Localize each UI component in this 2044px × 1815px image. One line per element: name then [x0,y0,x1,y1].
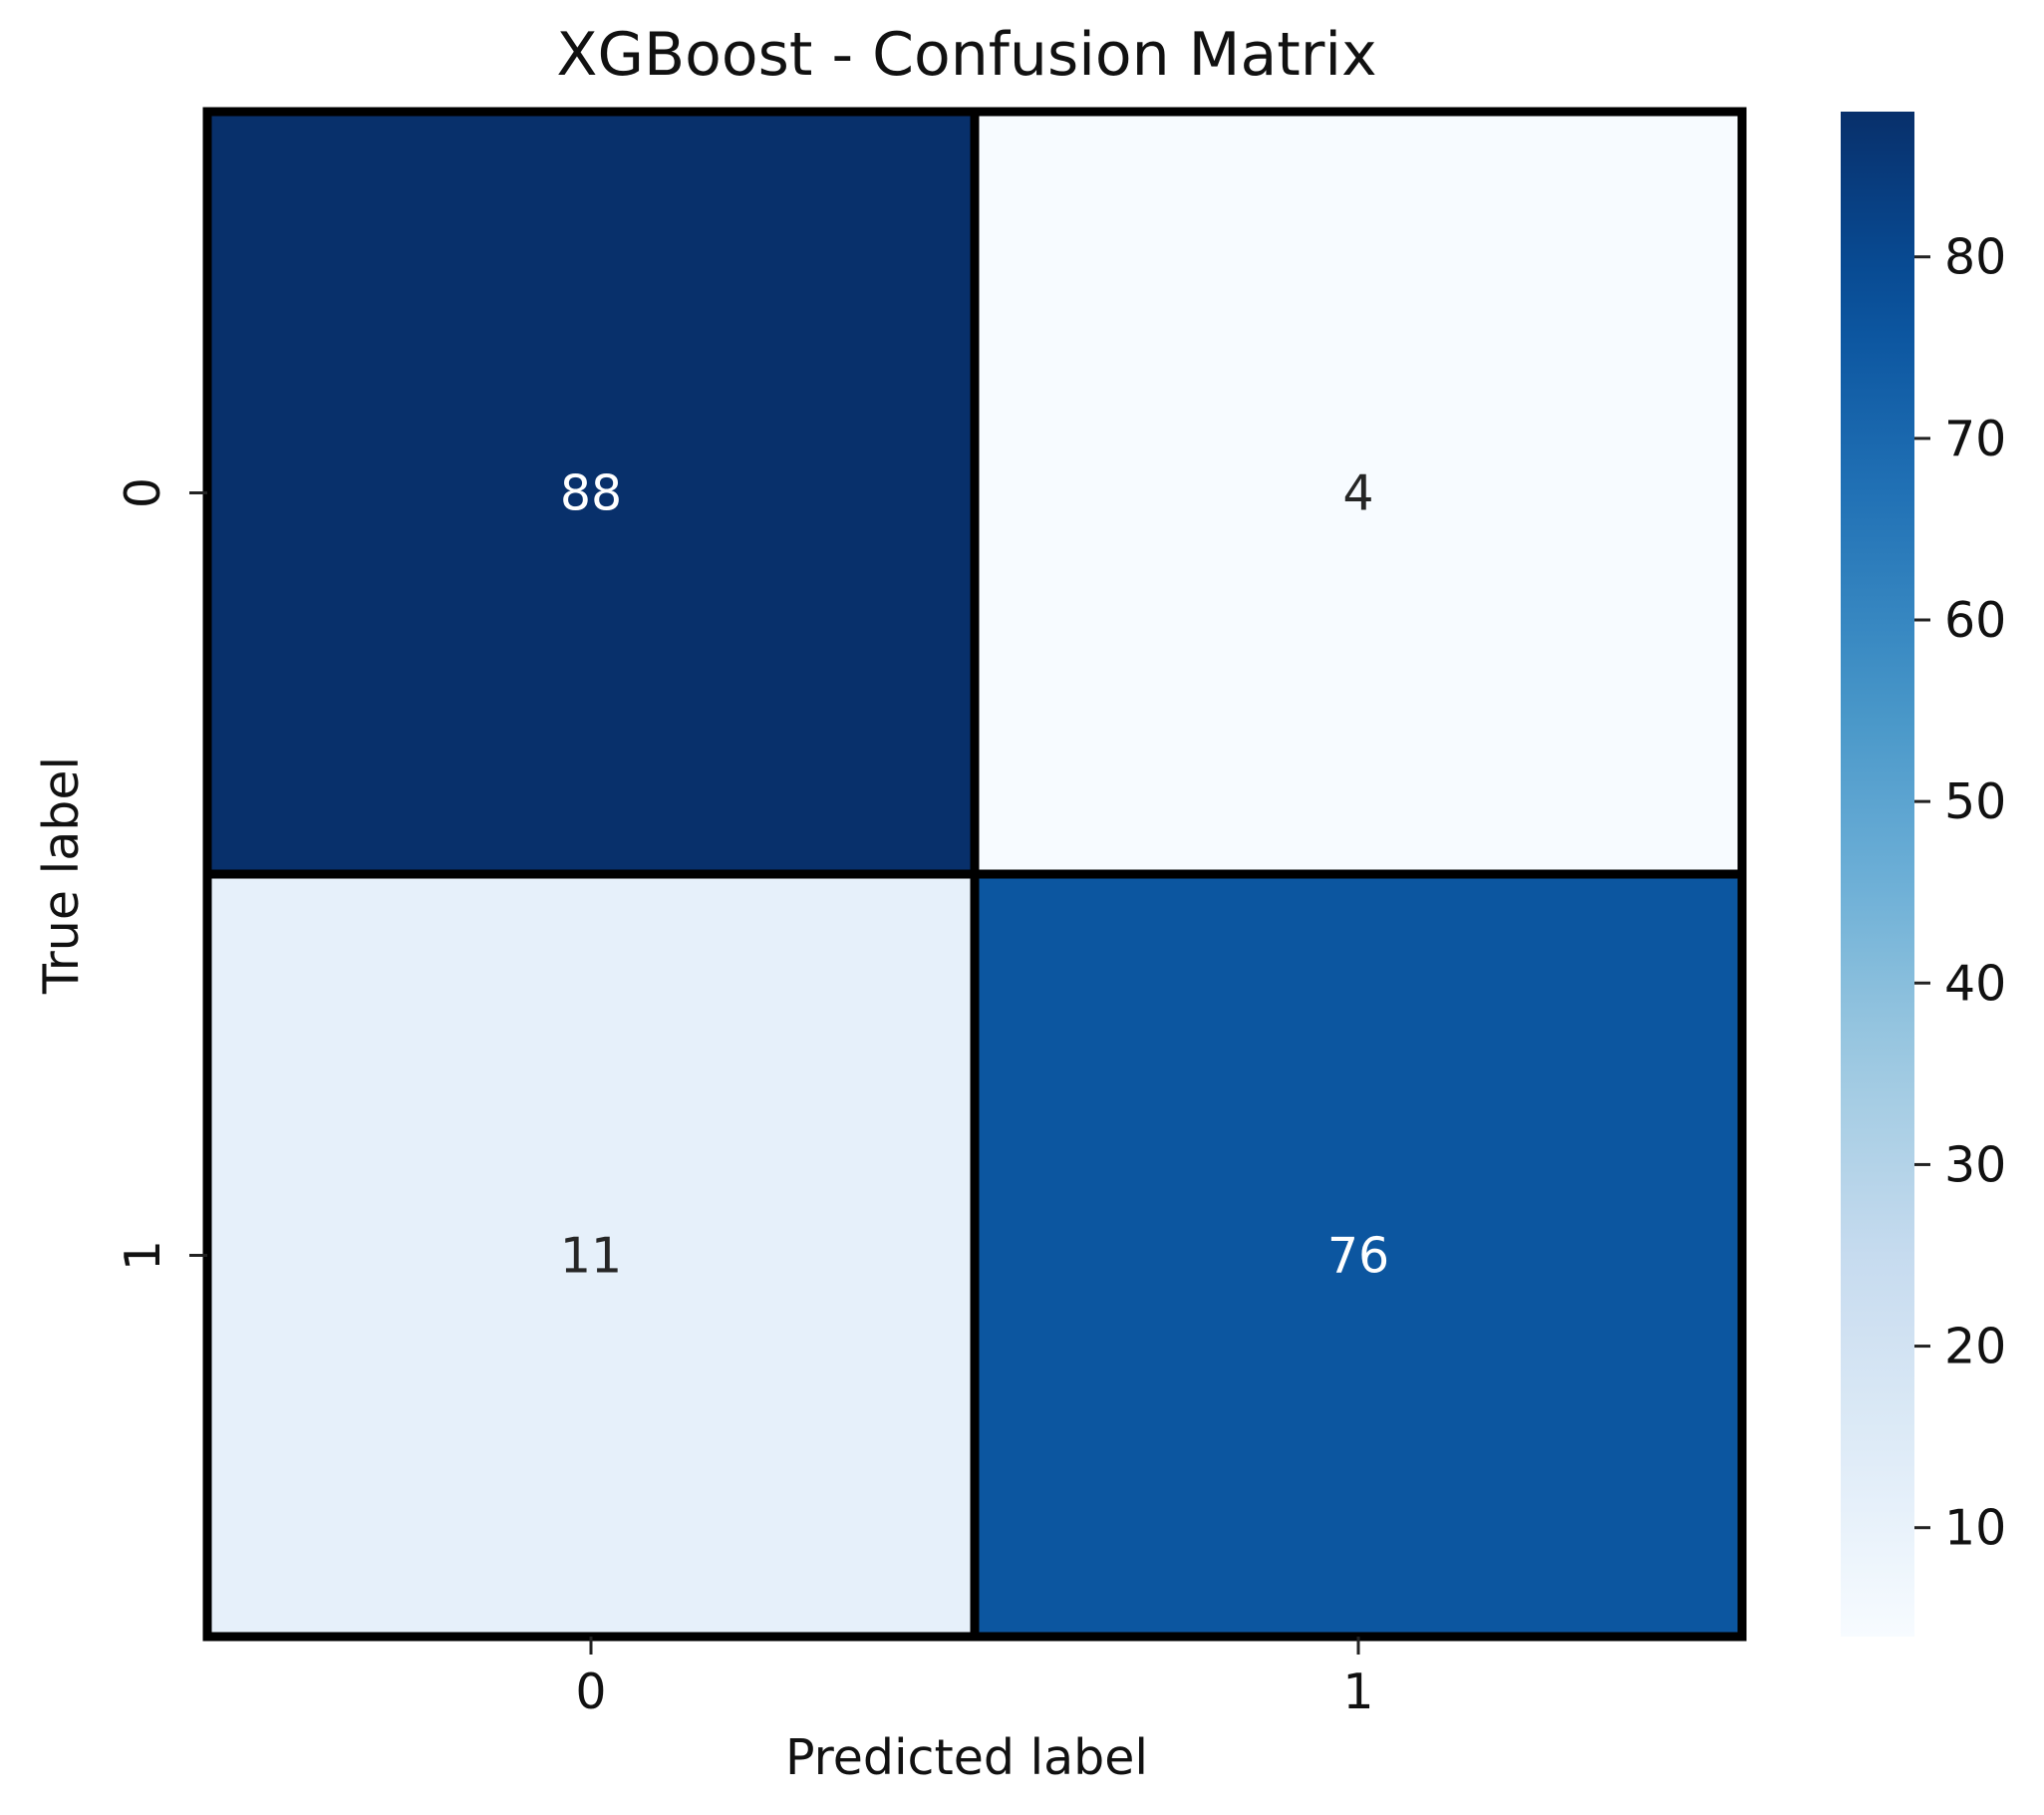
cell-value-label: 11 [560,1228,622,1285]
colorbar-tick-label: 40 [1944,955,2006,1012]
x-tick-label: 1 [1342,1664,1373,1720]
cell-value-label: 88 [560,465,622,522]
y-tick-label: 1 [115,1240,171,1271]
colorbar-tick-label: 80 [1944,229,2006,286]
colorbar-tick-label: 30 [1944,1136,2006,1193]
cell-value-label: 76 [1327,1228,1389,1285]
heatmap-cell [202,107,980,879]
colorbar-tick-label: 60 [1944,592,2006,649]
chart-title: XGBoost - Confusion Matrix [556,20,1376,90]
colorbar: 10 20 30 40 50 60 70 80 [1841,112,2006,1637]
colorbar-tick-label: 70 [1944,411,2006,467]
colorbar-tick-label: 20 [1944,1319,2006,1375]
colorbar-tick-label: 50 [1944,773,2006,830]
cell-annotations: 88 4 11 76 [560,465,1389,1285]
heatmap-cell [970,869,1747,1642]
plot-border [204,109,1745,1640]
cell-value-label: 4 [1342,465,1373,522]
colorbar-gradient [1841,112,1914,1637]
heatmap-cells [202,107,1747,1642]
x-axis-label: Predicted label [785,1729,1148,1786]
colorbar-tick-label: 10 [1944,1500,2006,1557]
y-axis-label: True label [33,756,90,995]
axes: 0 1 0 1 [115,109,1745,1720]
y-tick-label: 0 [115,477,171,508]
heatmap-cell [202,869,980,1642]
x-tick-label: 0 [575,1664,606,1720]
heatmap-cell [970,107,1747,879]
